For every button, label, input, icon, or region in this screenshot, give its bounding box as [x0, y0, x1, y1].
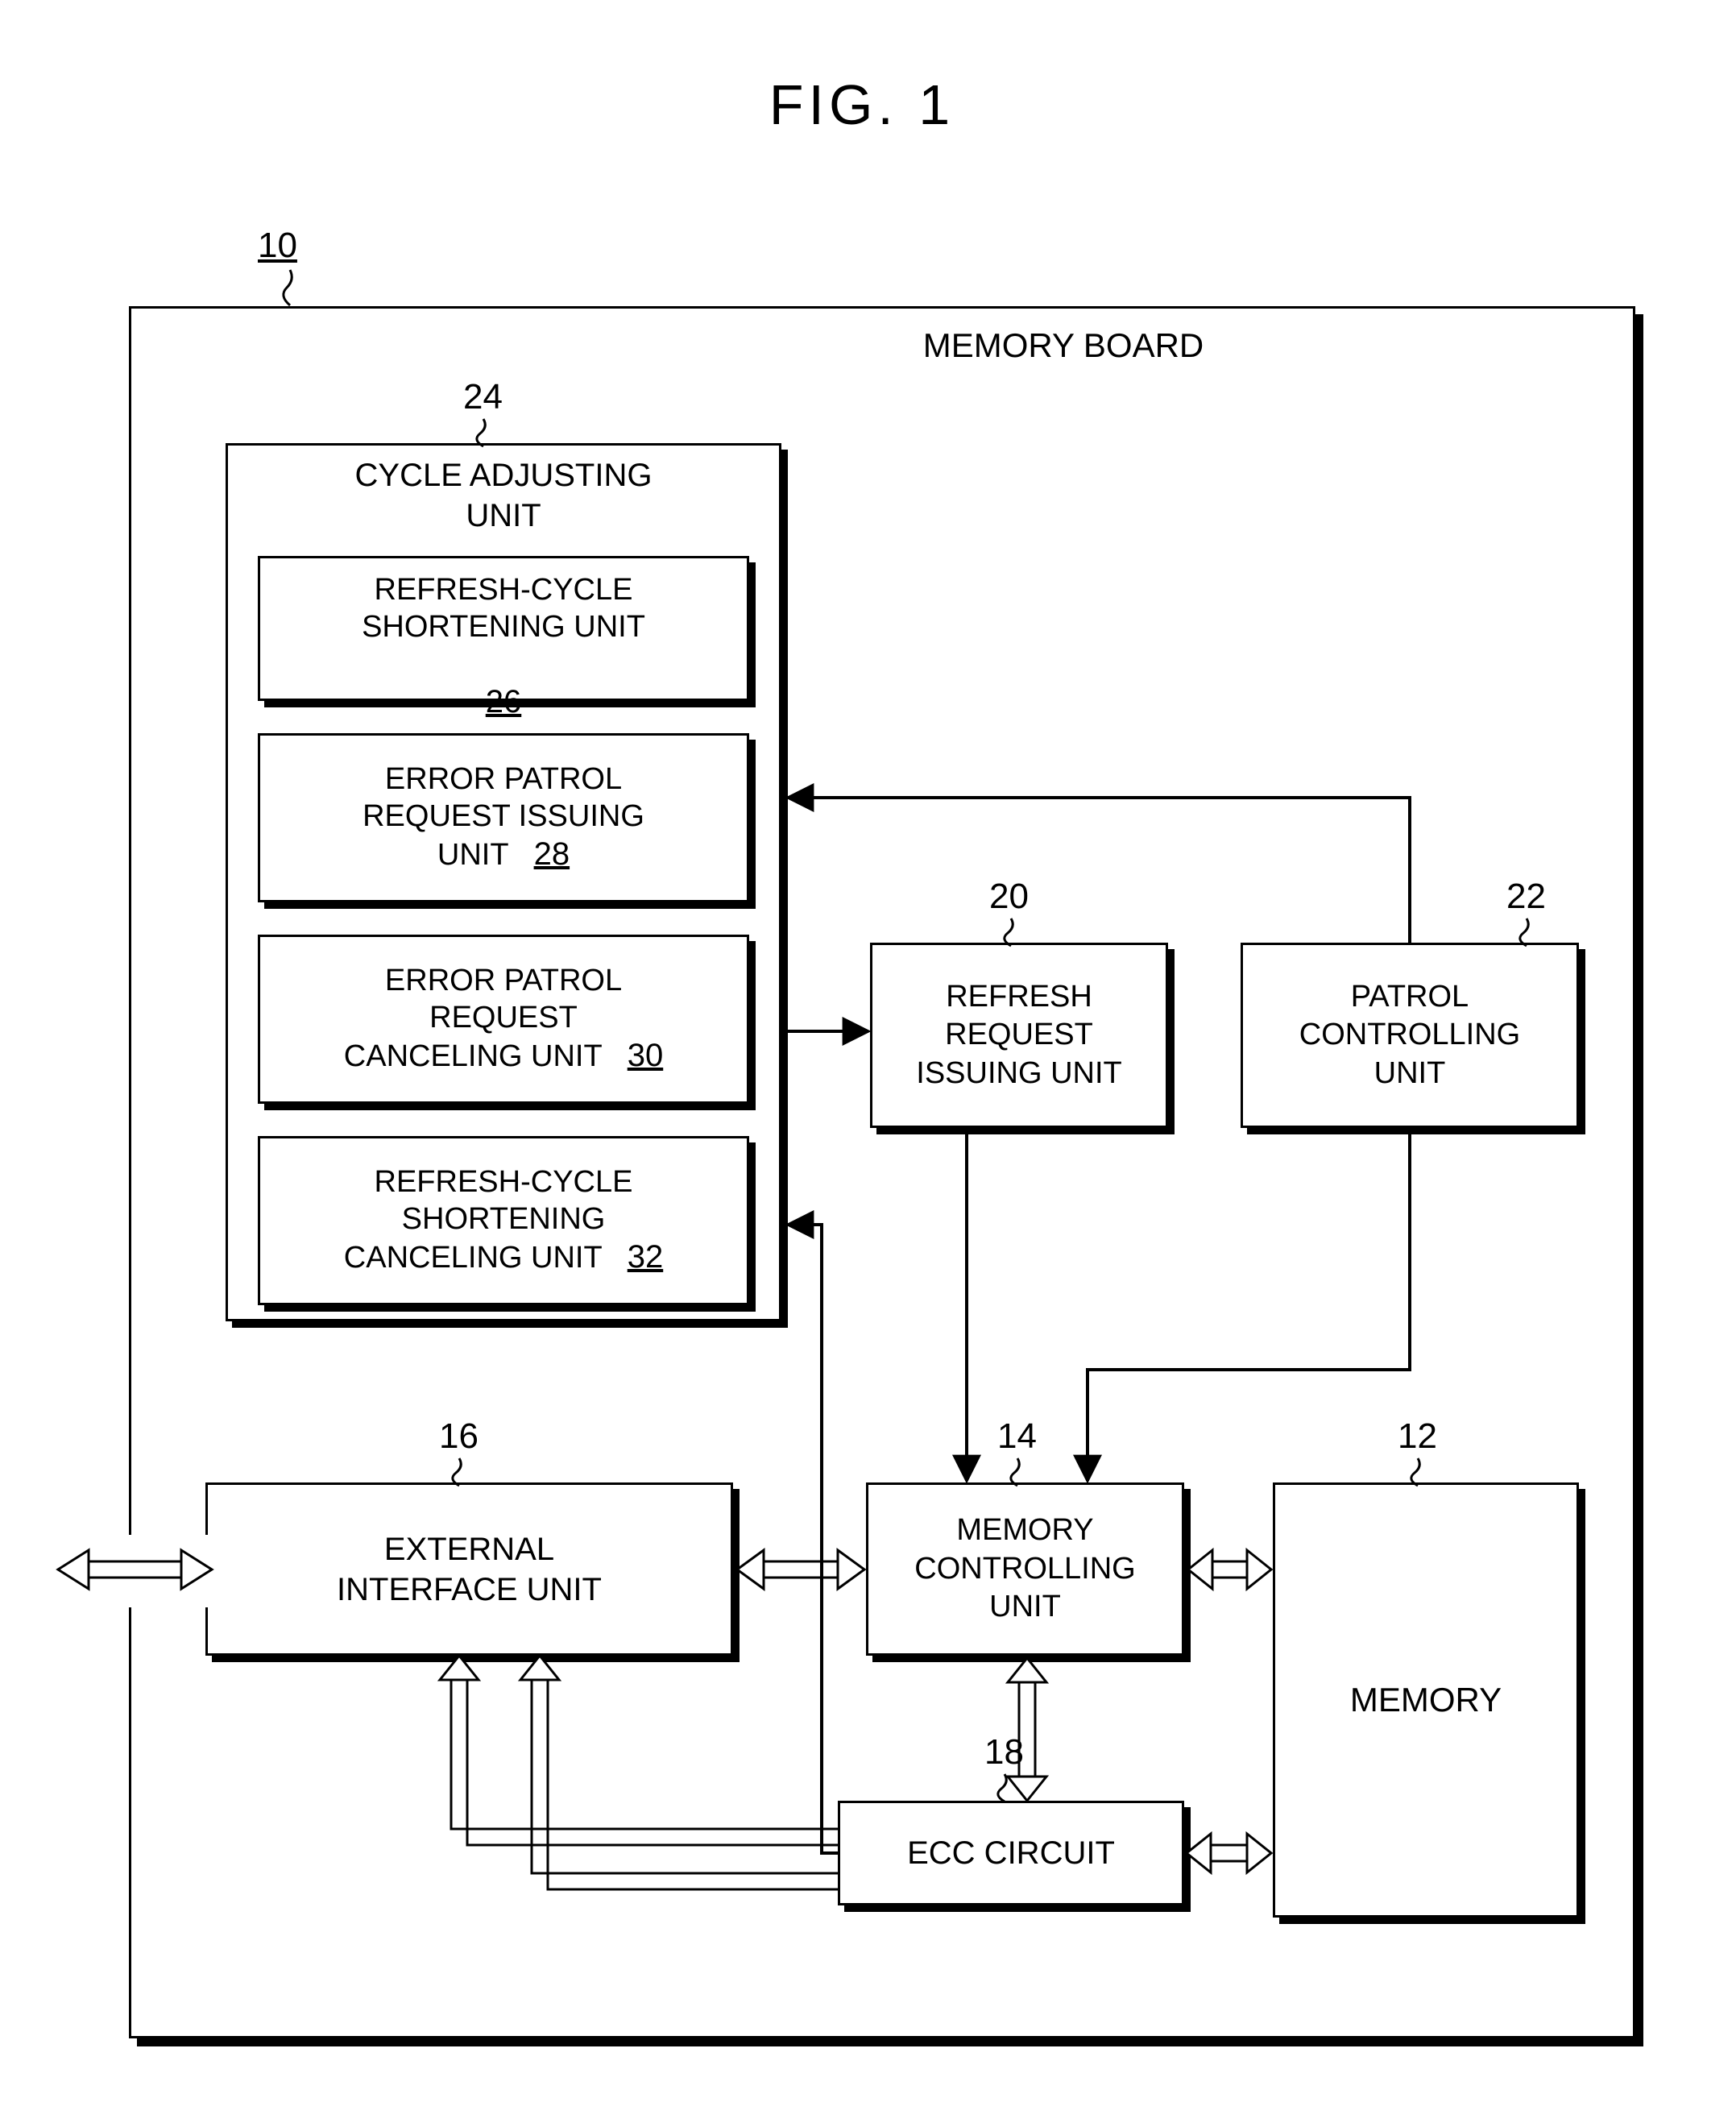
ref-ext-if: 16 — [439, 1416, 479, 1457]
ref-cycle-adj: 24 — [463, 377, 503, 417]
external-interface-unit-label: EXTERNAL INTERFACE UNIT — [337, 1529, 602, 1610]
ref-mcu: 14 — [997, 1416, 1037, 1457]
cycle-adjusting-unit-label: CYCLE ADJUSTING UNIT — [226, 455, 781, 536]
error-patrol-request-issuing-unit-label: ERROR PATROL REQUEST ISSUING UNIT — [363, 762, 644, 872]
refresh-cycle-shortening-unit-box: REFRESH-CYCLE SHORTENING UNIT 26 — [258, 556, 749, 701]
ref-rc-short-cancel: 32 — [628, 1239, 664, 1275]
external-interface-unit-box: EXTERNAL INTERFACE UNIT — [205, 1482, 733, 1656]
memory-box: MEMORY — [1273, 1482, 1579, 1918]
memory-controlling-unit-box: MEMORY CONTROLLING UNIT — [866, 1482, 1184, 1656]
ref-memory: 12 — [1398, 1416, 1437, 1457]
patrol-controlling-unit-label: PATROL CONTROLLING UNIT — [1299, 978, 1520, 1093]
ref-rc-short: 26 — [486, 684, 522, 719]
ref-refresh-req: 20 — [989, 877, 1029, 917]
error-patrol-request-issuing-unit-box: ERROR PATROL REQUEST ISSUING UNIT 28 — [258, 733, 749, 902]
ecc-circuit-box: ECC CIRCUIT — [838, 1801, 1184, 1905]
refresh-request-issuing-unit-label: REFRESH REQUEST ISSUING UNIT — [916, 978, 1121, 1093]
ref-ecc: 18 — [984, 1732, 1024, 1773]
error-patrol-request-canceling-unit-box: ERROR PATROL REQUEST CANCELING UNIT 30 — [258, 935, 749, 1104]
memory-board-label: MEMORY BOARD — [862, 326, 1265, 365]
figure-title: FIG. 1 — [701, 73, 1023, 137]
refresh-cycle-shortening-canceling-unit-box: REFRESH-CYCLE SHORTENING CANCELING UNIT … — [258, 1136, 749, 1305]
ecc-circuit-label: ECC CIRCUIT — [907, 1835, 1115, 1872]
ref-ep-req-cancel: 30 — [628, 1038, 664, 1073]
ref-patrol-ctrl: 22 — [1506, 877, 1546, 917]
error-patrol-request-canceling-unit-label: ERROR PATROL REQUEST CANCELING UNIT — [344, 964, 622, 1073]
canvas: FIG. 1 MEMORY BOARD 10 CYCLE ADJUSTING U… — [0, 0, 1736, 2123]
refresh-cycle-shortening-canceling-unit-label: REFRESH-CYCLE SHORTENING CANCELING UNIT — [344, 1165, 633, 1275]
ref-ep-req-issue: 28 — [534, 836, 570, 872]
patrol-controlling-unit-box: PATROL CONTROLLING UNIT — [1241, 943, 1579, 1128]
ref-board: 10 — [258, 226, 297, 266]
memory-label: MEMORY — [1350, 1681, 1502, 1719]
refresh-cycle-shortening-unit-label: REFRESH-CYCLE SHORTENING UNIT — [362, 573, 645, 644]
refresh-request-issuing-unit-box: REFRESH REQUEST ISSUING UNIT — [870, 943, 1168, 1128]
memory-controlling-unit-label: MEMORY CONTROLLING UNIT — [914, 1511, 1135, 1627]
